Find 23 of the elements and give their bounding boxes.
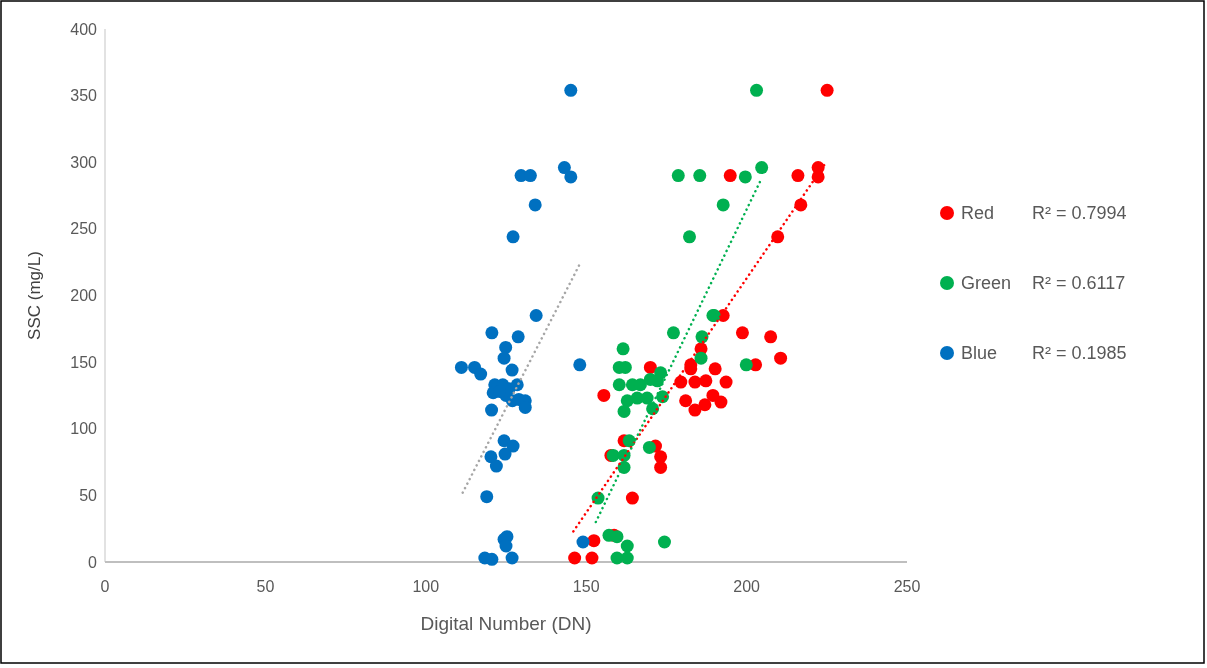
x-tick-label: 50 bbox=[256, 578, 275, 595]
text: R² = 0.6117 bbox=[1032, 273, 1126, 294]
y-tick-label: 300 bbox=[70, 153, 98, 171]
x-tick-label: 100 bbox=[412, 578, 440, 595]
text: R² = 0.1985 bbox=[1032, 343, 1127, 364]
y-tick-label: 50 bbox=[79, 486, 98, 504]
y-tick-label: 250 bbox=[70, 220, 98, 238]
y-tick-label: 100 bbox=[70, 420, 98, 438]
legend-label: Green bbox=[961, 273, 1012, 294]
y-tick-label: 0 bbox=[88, 553, 98, 571]
x-axis-title: Digital Number (DN) bbox=[420, 613, 592, 634]
x-tick-label: 250 bbox=[893, 578, 921, 595]
y-tick-label: 200 bbox=[70, 287, 98, 305]
text: R² = 0.7994 bbox=[1032, 203, 1127, 224]
y-tick-label: 150 bbox=[70, 353, 98, 371]
x-tick-label: 200 bbox=[733, 578, 761, 595]
legend-label: Red bbox=[961, 203, 995, 224]
y-axis-title: SSC (mg/L) bbox=[25, 251, 44, 340]
x-tick-label: 0 bbox=[100, 578, 110, 595]
y-tick-label: 350 bbox=[70, 87, 98, 105]
legend-label: Blue bbox=[961, 343, 998, 364]
x-tick-label: 150 bbox=[572, 578, 600, 595]
y-tick-label: 400 bbox=[70, 20, 98, 38]
